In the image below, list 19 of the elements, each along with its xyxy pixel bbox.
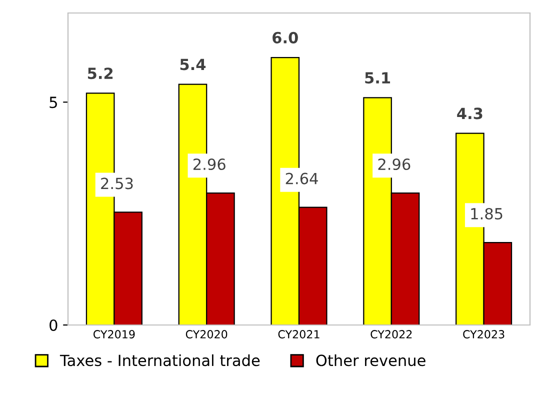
x-tick-label: CY2021 bbox=[278, 330, 320, 338]
x-tick-label: CY2022 bbox=[370, 330, 412, 338]
data-label: 5.1 bbox=[365, 72, 390, 84]
data-label: 5.2 bbox=[88, 68, 113, 80]
data-label: 5.4 bbox=[180, 58, 206, 70]
data-label: 2.96 bbox=[378, 158, 410, 170]
x-tick-label: CY2020 bbox=[186, 330, 228, 338]
x-tick-label: CY2019 bbox=[94, 330, 135, 338]
x-tick-label: CY2023 bbox=[463, 330, 504, 338]
data-label: 1.85 bbox=[471, 208, 502, 220]
data-label: 2.53 bbox=[101, 178, 133, 190]
data-label: 6.0 bbox=[272, 32, 298, 44]
data-label: 2.64 bbox=[286, 172, 318, 184]
y-tick-label: 5 bbox=[50, 96, 57, 108]
y-tick-label: 0 bbox=[50, 319, 58, 332]
data-label: 4.3 bbox=[457, 108, 482, 120]
data-label: 2.96 bbox=[193, 158, 226, 170]
legend-label: Taxes - International trade bbox=[60, 354, 260, 366]
legend-label: Other revenue bbox=[316, 354, 426, 366]
